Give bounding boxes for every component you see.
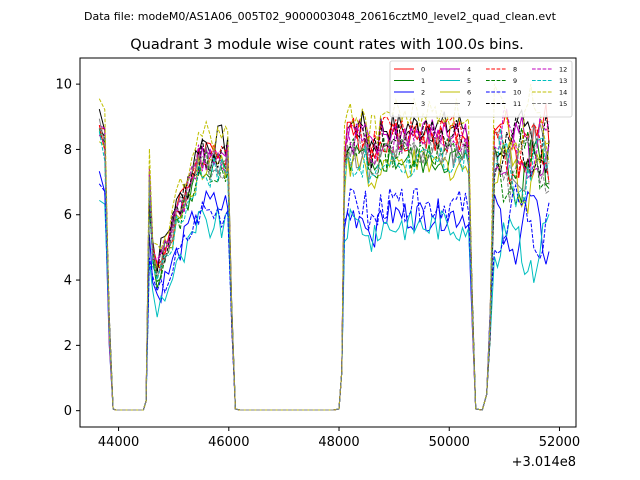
plot-frame: [79, 57, 577, 428]
x-tick-label: 48000: [318, 435, 359, 450]
y-tick-label: 8: [64, 143, 72, 158]
x-axis-offset-label: +3.014e8: [512, 455, 576, 470]
series-line-15: [98, 127, 550, 411]
x-tick-label: 44000: [98, 435, 139, 450]
legend-label-10: 10: [513, 88, 521, 96]
y-tick-label: 6: [64, 208, 72, 223]
x-tick-label: 52000: [539, 435, 580, 450]
x-tick-label: 50000: [429, 435, 470, 450]
y-tick-label: 0: [64, 404, 72, 419]
series-layer: [98, 83, 550, 411]
legend-label-14: 14: [559, 88, 567, 96]
legend-label-4: 4: [467, 65, 471, 73]
x-axis: 44000 46000 48000 50000 52000: [98, 427, 580, 450]
legend-label-11: 11: [513, 100, 521, 108]
legend-label-7: 7: [467, 100, 471, 108]
y-tick-label: 4: [64, 274, 72, 289]
legend-box: [389, 60, 573, 118]
legend-label-9: 9: [513, 77, 517, 85]
legend-label-8: 8: [513, 65, 517, 73]
series-line-11: [98, 115, 550, 411]
legend-label-5: 5: [467, 77, 471, 85]
y-axis: 0 2 4 6 8 10: [55, 78, 80, 419]
y-tick-label: 10: [55, 78, 72, 93]
y-tick-label: 2: [64, 339, 72, 354]
figure-suptitle: Data file: modeM0/AS1A06_005T02_90000030…: [84, 10, 557, 23]
series-line-8: [98, 114, 550, 411]
legend-label-0: 0: [421, 65, 425, 73]
legend-label-3: 3: [421, 100, 425, 108]
legend-label-13: 13: [559, 77, 567, 85]
legend-label-15: 15: [559, 100, 567, 108]
legend-label-1: 1: [421, 77, 425, 85]
legend-label-2: 2: [421, 88, 425, 96]
legend-label-12: 12: [559, 65, 567, 73]
series-line-14: [98, 83, 550, 411]
chart-title: Quadrant 3 module wise count rates with …: [130, 37, 524, 53]
legend-label-6: 6: [467, 88, 471, 96]
x-tick-label: 46000: [208, 435, 249, 450]
